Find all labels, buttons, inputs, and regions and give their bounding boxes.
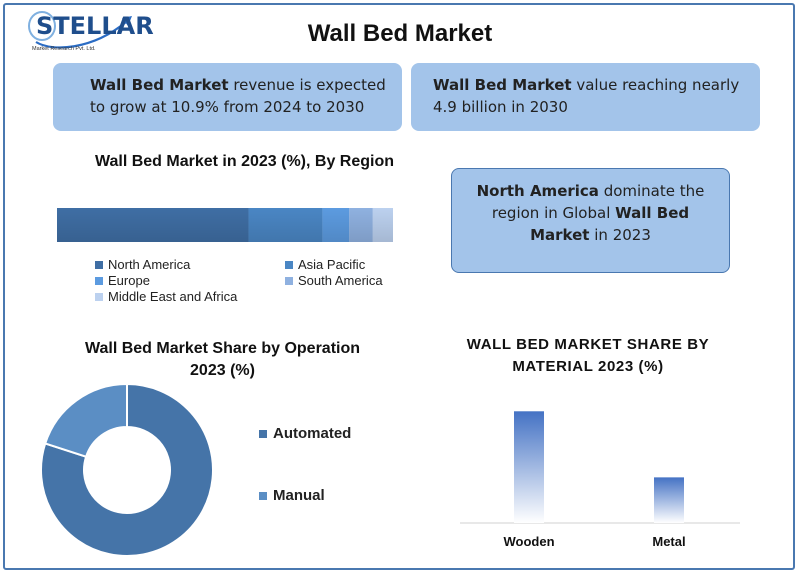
legend-swatch [285,260,293,269]
region-bar-shading [57,208,393,242]
legend-swatch [95,276,103,285]
region-card-text-2: in 2023 [589,226,651,244]
legend-swatch [259,429,267,438]
legend-label: Asia Pacific [298,257,366,272]
logo: STELLAR Market Research Pvt. Ltd. [22,8,154,56]
growth-card-text: revenue is expected to grow at 10.9% fro… [90,76,386,116]
material-bar-wooden [514,411,544,523]
region-legend-item-north-america: North America [95,257,190,272]
value-card-text: value reaching nearly 4.9 billion in 203… [433,76,740,116]
operation-legend-item-automated: Automated [259,425,351,442]
donut-slice-automated [40,382,214,557]
region-legend-item-europe: Europe [95,273,150,288]
logo-swoosh-icon [28,11,132,49]
region-chart-title: Wall Bed Market in 2023 (%), By Region [94,153,395,170]
legend-swatch [259,491,267,500]
legend-label: South America [298,273,383,288]
growth-card: Wall Bed Market revenue is expected to g… [53,63,402,131]
logo-text: STELLAR [36,12,154,40]
region-card-bold-1: North America [476,182,599,200]
donut-slice-manual [43,382,128,458]
legend-label: Middle East and Africa [108,289,238,304]
page-title: Wall Bed Market [307,20,493,47]
region-legend-item-asia-pacific: Asia Pacific [285,257,365,272]
region-card-text-1: dominate the region in Global [491,182,705,222]
operation-chart-title: Wall Bed Market Share by Operation 2023 … [84,340,361,379]
region-legend-item-middle-east-and-africa: Middle East and Africa [95,289,237,304]
legend-swatch [285,276,293,285]
legend-label: North America [108,257,191,272]
material-tick-label-metal: Metal [652,534,686,549]
region-stacked-bar [57,208,393,242]
operation-donut [40,382,214,557]
page-frame [3,3,795,570]
region-legend-item-south-america: South America [285,273,383,288]
region-card-bold-2: Wall Bed Market [530,204,690,244]
legend-swatch [95,292,103,301]
logo-subtitle: Market Research Pvt. Ltd. [32,46,96,52]
operation-legend-item-manual: Manual [259,487,325,504]
material-tick-label-wooden: Wooden [503,534,555,549]
growth-card-bold: Wall Bed Market [90,76,229,94]
material-bar-metal [654,477,684,523]
value-card: Wall Bed Market value reaching nearly 4.… [411,63,760,131]
legend-swatch [95,260,103,269]
material-chart-title: WALL BED MARKET SHARE BY MATERIAL 2023 (… [466,336,710,375]
legend-label: Europe [108,273,150,288]
legend-label: Automated [273,425,352,442]
value-card-bold: Wall Bed Market [433,76,572,94]
legend-label: Manual [273,487,325,504]
material-bar-chart [460,411,740,524]
region-card: North America dominate the region in Glo… [451,168,730,273]
